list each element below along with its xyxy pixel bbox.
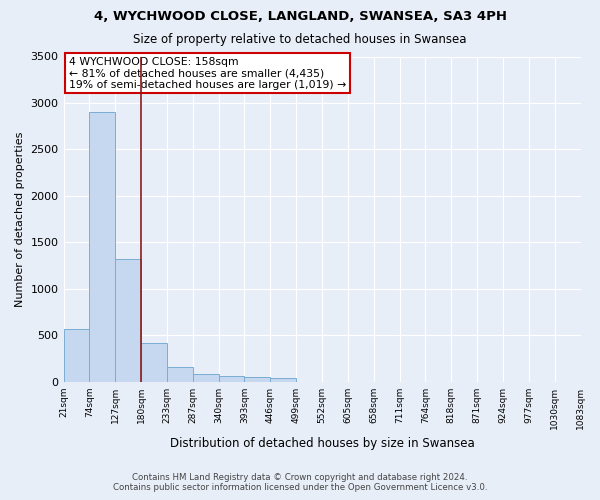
- Bar: [141, 343, 167, 382]
- Bar: [115, 259, 141, 382]
- X-axis label: Distribution of detached houses by size in Swansea: Distribution of detached houses by size …: [170, 437, 475, 450]
- Bar: [64, 328, 89, 382]
- Y-axis label: Number of detached properties: Number of detached properties: [15, 132, 25, 307]
- Bar: [271, 378, 296, 382]
- Bar: [89, 112, 115, 382]
- Bar: [193, 374, 218, 382]
- Text: Size of property relative to detached houses in Swansea: Size of property relative to detached ho…: [133, 32, 467, 46]
- Bar: [244, 377, 271, 382]
- Text: 4 WYCHWOOD CLOSE: 158sqm
← 81% of detached houses are smaller (4,435)
19% of sem: 4 WYCHWOOD CLOSE: 158sqm ← 81% of detach…: [69, 56, 346, 90]
- Bar: [218, 376, 244, 382]
- Text: 4, WYCHWOOD CLOSE, LANGLAND, SWANSEA, SA3 4PH: 4, WYCHWOOD CLOSE, LANGLAND, SWANSEA, SA…: [94, 10, 506, 23]
- Bar: [167, 368, 193, 382]
- Text: Contains HM Land Registry data © Crown copyright and database right 2024.
Contai: Contains HM Land Registry data © Crown c…: [113, 473, 487, 492]
